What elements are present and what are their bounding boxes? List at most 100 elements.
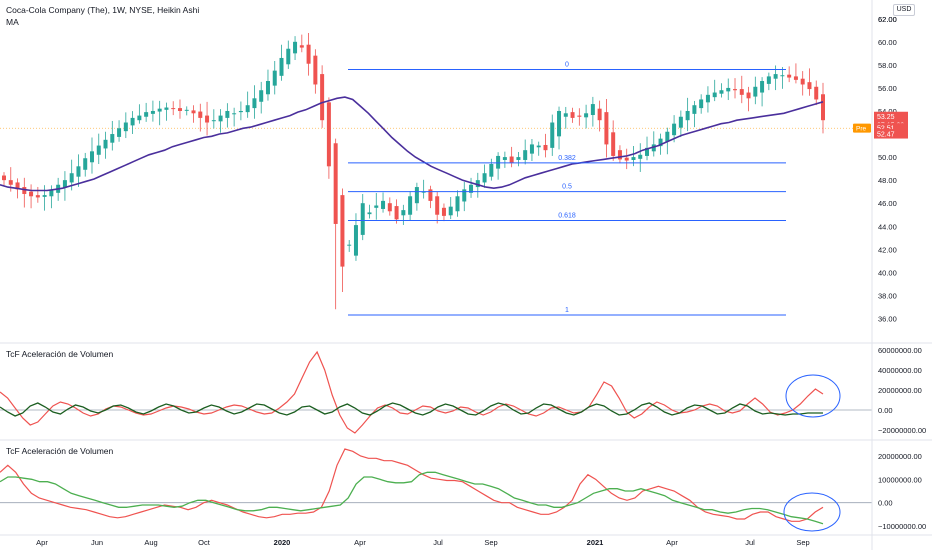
candle-up (367, 212, 372, 215)
candle-down (577, 115, 582, 117)
candle-down (8, 180, 13, 185)
candle-up (89, 151, 94, 163)
time-tick-label: Apr (36, 538, 48, 547)
candle-up (455, 196, 460, 212)
time-tick-label: Oct (198, 538, 211, 547)
oscillator-series-line (0, 471, 824, 525)
oscillator-pane-1[interactable]: 60000000.00 40000000.00 20000000.00 0.00 −20… (0, 346, 926, 435)
oscillator-1-title: TcF Aceleración de Volumen (6, 349, 114, 359)
candle-up (705, 94, 710, 103)
candle-up (773, 74, 778, 79)
candle-up (645, 147, 650, 156)
candle-up (293, 41, 298, 54)
candle-up (529, 144, 534, 154)
candle-down (746, 92, 751, 99)
oscillator-series-line (0, 350, 824, 434)
time-tick-label: Jul (433, 538, 443, 547)
candle-down (191, 110, 196, 114)
time-tick-label: 2021 (587, 538, 604, 547)
price-tick-label: 50.00 (878, 153, 897, 162)
chart-title: Coca-Cola Company (The), 1W, NYSE, Heiki… (6, 5, 200, 15)
candle-up (69, 173, 74, 183)
fib-level-label: 0 (565, 61, 569, 68)
time-tick-label: Jul (745, 538, 755, 547)
candle-up (245, 105, 250, 113)
candle-down (394, 206, 399, 220)
candle-up (353, 225, 358, 256)
currency-button[interactable]: USD (893, 4, 915, 16)
candle-down (205, 115, 210, 123)
candle-up (638, 154, 643, 159)
candle-up (347, 244, 352, 246)
candle-up (225, 110, 230, 118)
fib-level-label: 0.5 (562, 184, 572, 191)
time-tick-label: Apr (666, 538, 678, 547)
candle-up (557, 110, 562, 137)
candle-down (340, 195, 345, 267)
oscillator-tick-label: −20000000.00 (878, 426, 926, 435)
price-tick-label: 40.00 (878, 268, 897, 277)
candle-up (211, 120, 216, 122)
time-axis[interactable]: Apr Jun Aug Oct 2020 Apr Jul Sep 2021 Apr Jul Sep (36, 538, 810, 547)
candle-down (733, 89, 738, 91)
oscillator-tick-label: 40000000.00 (878, 366, 922, 375)
candle-up (685, 110, 690, 121)
candle-down (570, 112, 575, 118)
price-tick-label: 56.00 (878, 84, 897, 93)
price-tick-label: 42.00 (878, 245, 897, 254)
candle-down (177, 108, 182, 111)
candle-up (672, 123, 677, 136)
candle-up (590, 104, 595, 116)
candle-down (787, 74, 792, 78)
candle-up (631, 157, 636, 160)
candle-up (584, 113, 589, 118)
time-tick-label: Sep (796, 538, 809, 547)
candle-down (604, 112, 609, 145)
candle-up (550, 122, 555, 148)
oscillator-pane-2[interactable]: 20000000.00 10000000.00 0.00 −10000000.00 (0, 448, 926, 532)
candle-up (286, 48, 291, 65)
time-tick-label: Jun (91, 538, 103, 547)
candle-up (448, 206, 453, 216)
oscillator-tick-label: 0.00 (878, 499, 893, 508)
candle-down (29, 191, 34, 197)
highlight-circle (783, 492, 841, 532)
candle-up (232, 113, 237, 115)
price-pane[interactable]: 36.00 38.00 40.00 42.00 44.00 46.00 48.00 50.00… (0, 15, 908, 324)
candle-up (678, 116, 683, 128)
candle-up (760, 81, 765, 93)
candle-up (144, 112, 149, 117)
time-tick-label: Apr (354, 538, 366, 547)
time-tick-label: Sep (484, 538, 497, 547)
candle-up (137, 115, 142, 121)
candle-down (333, 143, 338, 224)
candle-down (326, 102, 331, 167)
candle-up (123, 122, 128, 132)
price-tick-label: 58.00 (878, 61, 897, 70)
candle-down (35, 195, 40, 198)
candle-down (441, 207, 446, 216)
candle-up (766, 76, 771, 84)
candle-down (617, 150, 622, 160)
candle-up (496, 155, 501, 169)
candle-up (157, 108, 162, 112)
candle-up (475, 180, 480, 188)
candle-down (15, 182, 20, 190)
candle-down (306, 44, 311, 64)
candle-up (665, 131, 670, 142)
candle-down (739, 89, 744, 95)
candle-up (110, 134, 115, 143)
candle-up (117, 128, 122, 137)
candle-down (543, 144, 548, 151)
candle-up (469, 184, 474, 193)
candle-down (800, 78, 805, 85)
candle-up (414, 187, 419, 204)
candle-up (150, 110, 155, 114)
candle-up (516, 157, 521, 160)
price-tick-label: 46.00 (878, 199, 897, 208)
candle-up (401, 210, 406, 216)
candle-up (184, 109, 189, 111)
price-badge-text: 53.25 (877, 114, 895, 121)
price-badge (874, 123, 908, 133)
